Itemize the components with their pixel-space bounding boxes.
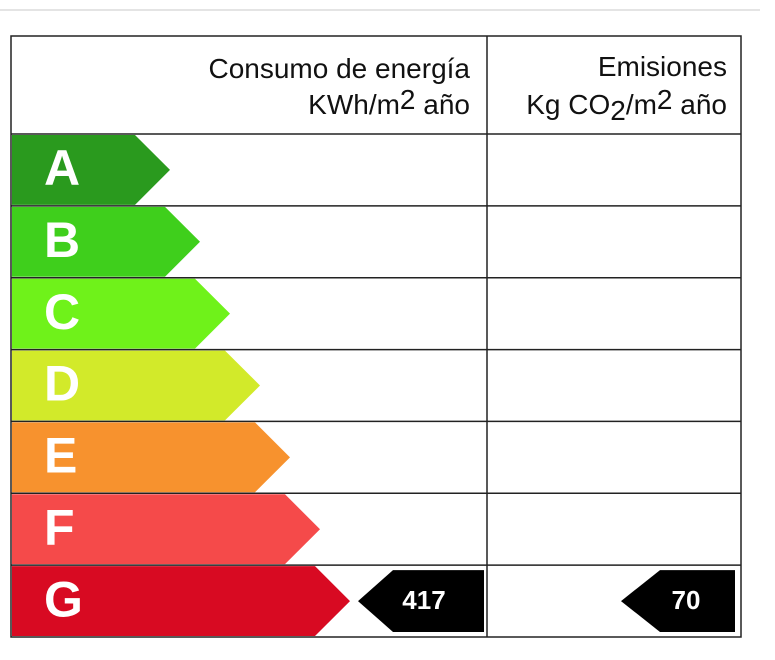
class-letter: C [44,284,80,340]
class-arrow [12,206,200,277]
unit-part: año [673,89,728,120]
class-arrow [12,350,260,421]
rating-indicator [621,570,735,632]
class-arrow [12,278,230,349]
emissions-unit: Kg CO2/m2 año [526,84,727,126]
class-letter: E [44,428,77,484]
rating-value: 417 [402,585,445,615]
class-arrow [12,135,170,205]
emissions-title: Emisiones [598,51,727,82]
class-letter: B [44,212,80,268]
unit-part: KWh/m [308,89,400,120]
energy-title: Consumo de energía [208,53,470,84]
energy-unit: KWh/m2 año [308,84,470,120]
class-arrow [12,566,350,636]
class-letter: F [44,499,75,555]
class-arrow [12,422,290,493]
class-letter: A [44,140,80,196]
table-frame [10,35,742,638]
unit-part: Kg CO [526,89,610,120]
unit-sub: 2 [610,95,626,126]
unit-part: año [416,89,471,120]
unit-sup: 2 [400,84,416,115]
class-letter: D [44,356,80,412]
class-arrow [12,494,320,565]
unit-sup: 2 [657,84,673,115]
class-letter: G [44,571,83,627]
unit-part: /m [626,89,657,120]
rating-indicator [358,570,484,632]
rating-value: 70 [672,585,701,615]
